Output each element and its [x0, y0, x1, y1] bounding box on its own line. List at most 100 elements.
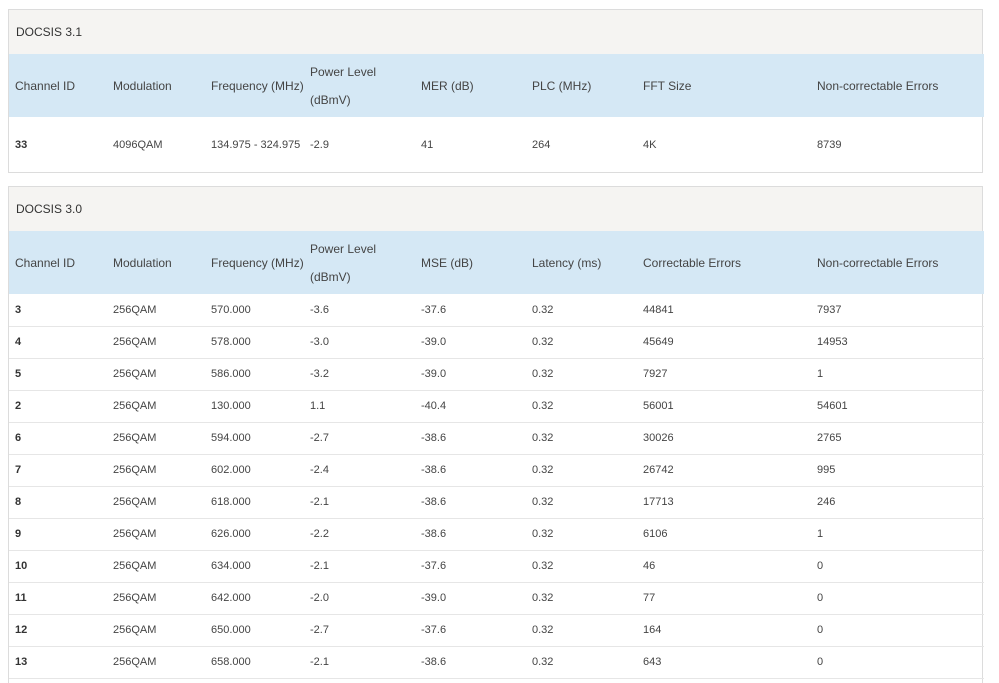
cell-correctable-errors: 30026 — [643, 432, 674, 444]
cell-mse: -38.6 — [421, 496, 447, 508]
cell-power-level: -2.7 — [310, 624, 329, 636]
cell-frequency: 578.000 — [211, 336, 251, 348]
table-row: 9 256QAM 626.000 -2.2 -38.6 0.32 6106 1 — [9, 518, 984, 550]
cell-latency: 0.32 — [532, 528, 554, 540]
cell-channel-id: 9 — [15, 528, 22, 540]
cell-correctable-errors: 46 — [643, 560, 656, 572]
cell-noncorrectable-errors: 0 — [817, 592, 824, 604]
cell-power-level: -2.1 — [310, 656, 329, 668]
cell-fft-size: 4K — [643, 139, 657, 151]
cell-modulation: 256QAM — [113, 496, 157, 508]
cell-correctable-errors: 164 — [643, 624, 662, 636]
cell-frequency: 626.000 — [211, 528, 251, 540]
cell-frequency: 130.000 — [211, 400, 251, 412]
docsis30-table: Channel ID Modulation Frequency (MHz) Po… — [9, 231, 984, 679]
cell-modulation: 256QAM — [113, 464, 157, 476]
cell-mse: -38.6 — [421, 528, 447, 540]
cell-modulation: 4096QAM — [113, 139, 163, 151]
cell-modulation: 256QAM — [113, 368, 157, 380]
table-row: 3 256QAM 570.000 -3.6 -37.6 0.32 44841 7937 — [9, 294, 984, 326]
cell-latency: 0.32 — [532, 336, 554, 348]
docsis30-header-row: Channel ID Modulation Frequency (MHz) Po… — [9, 231, 984, 294]
docsis30-body: 3 256QAM 570.000 -3.6 -37.6 0.32 44841 7937 4 256… — [9, 294, 984, 678]
table-row: 6 256QAM 594.000 -2.7 -38.6 0.32 30026 2765 — [9, 422, 984, 454]
cell-noncorrectable-errors: 2765 — [817, 432, 842, 444]
cell-channel-id: 6 — [15, 432, 22, 444]
cell-correctable-errors: 77 — [643, 592, 656, 604]
table-row: 8 256QAM 618.000 -2.1 -38.6 0.32 17713 246 — [9, 486, 984, 518]
cell-modulation: 256QAM — [113, 303, 157, 316]
cell-modulation: 256QAM — [113, 528, 157, 540]
column-header-mer: MER (dB) — [421, 78, 474, 93]
cell-modulation: 256QAM — [113, 656, 157, 668]
cell-noncorrectable-errors: 0 — [817, 656, 824, 668]
cell-power-level: -2.1 — [310, 560, 329, 572]
cell-power-level: -2.1 — [310, 496, 329, 508]
column-header-latency: Latency (ms) — [532, 255, 602, 270]
cell-channel-id: 7 — [15, 464, 22, 476]
table-row: 7 256QAM 602.000 -2.4 -38.6 0.32 26742 995 — [9, 454, 984, 486]
cell-mse: -37.6 — [421, 624, 447, 636]
cell-channel-id: 8 — [15, 496, 22, 508]
cell-latency: 0.32 — [532, 496, 554, 508]
column-header-modulation: Modulation — [113, 255, 172, 270]
cell-frequency: 634.000 — [211, 560, 251, 572]
cell-plc: 264 — [532, 139, 551, 151]
cell-correctable-errors: 17713 — [643, 496, 674, 508]
cell-power-level: -2.4 — [310, 464, 329, 476]
cell-modulation: 256QAM — [113, 592, 157, 604]
docsis31-panel: DOCSIS 3.1 Channel ID Modulation Frequen… — [8, 9, 984, 173]
cell-frequency: 658.000 — [211, 656, 251, 668]
column-header-modulation: Modulation — [113, 78, 172, 93]
cell-correctable-errors: 643 — [643, 656, 662, 668]
cell-modulation: 256QAM — [113, 400, 157, 412]
docsis31-title: DOCSIS 3.1 — [9, 10, 982, 54]
cell-channel-id: 13 — [15, 656, 28, 668]
cell-mse: -38.6 — [421, 432, 447, 444]
table-row: 12 256QAM 650.000 -2.7 -37.6 0.32 164 0 — [9, 614, 984, 646]
cell-power-level: -3.2 — [310, 368, 329, 380]
cell-latency: 0.32 — [532, 624, 554, 636]
cell-correctable-errors: 44841 — [643, 303, 674, 316]
table-row: 2 256QAM 130.000 1.1 -40.4 0.32 56001 54601 — [9, 390, 984, 422]
table-row: 13 256QAM 658.000 -2.1 -38.6 0.32 643 0 — [9, 646, 984, 678]
cell-mse: -39.0 — [421, 592, 447, 604]
table-row: 11 256QAM 642.000 -2.0 -39.0 0.32 77 0 — [9, 582, 984, 614]
cell-channel-id: 4 — [15, 336, 22, 348]
cell-power-level: -3.0 — [310, 336, 329, 348]
cell-frequency: 570.000 — [211, 303, 251, 316]
cell-latency: 0.32 — [532, 656, 554, 668]
cell-frequency: 650.000 — [211, 624, 251, 636]
cell-mse: -39.0 — [421, 368, 447, 380]
cell-mse: -40.4 — [421, 400, 447, 412]
column-header-plc: PLC (MHz) — [532, 78, 592, 93]
column-header-fft-size: FFT Size — [643, 78, 692, 93]
cell-frequency: 586.000 — [211, 368, 251, 380]
cell-frequency: 594.000 — [211, 432, 251, 444]
column-header-channel-id: Channel ID — [15, 78, 76, 93]
column-header-noncorrectable-errors: Non-correctable Errors — [817, 255, 939, 270]
cell-power-level: -3.6 — [310, 303, 329, 316]
cell-power-level: -2.9 — [310, 139, 329, 151]
cell-mse: -39.0 — [421, 336, 447, 348]
cell-noncorrectable-errors: 7937 — [817, 303, 842, 316]
cell-power-level: -2.0 — [310, 592, 329, 604]
cell-correctable-errors: 45649 — [643, 336, 674, 348]
cell-noncorrectable-errors: 1 — [817, 528, 824, 540]
column-header-channel-id: Channel ID — [15, 255, 76, 270]
cell-correctable-errors: 26742 — [643, 464, 674, 476]
cell-latency: 0.32 — [532, 400, 554, 412]
cell-modulation: 256QAM — [113, 336, 157, 348]
cell-noncorrectable-errors: 8739 — [817, 139, 842, 151]
cell-noncorrectable-errors: 0 — [817, 624, 824, 636]
cell-noncorrectable-errors: 54601 — [817, 400, 848, 412]
column-header-correctable-errors: Correctable Errors — [643, 255, 742, 270]
cell-mse: -37.6 — [421, 560, 447, 572]
cell-modulation: 256QAM — [113, 624, 157, 636]
column-header-power-level: Power Level (dBmV) — [310, 64, 377, 107]
cell-frequency: 618.000 — [211, 496, 251, 508]
cell-channel-id: 11 — [15, 592, 27, 604]
cell-latency: 0.32 — [532, 368, 554, 380]
cell-power-level: 1.1 — [310, 400, 326, 412]
docsis30-title: DOCSIS 3.0 — [9, 187, 982, 231]
